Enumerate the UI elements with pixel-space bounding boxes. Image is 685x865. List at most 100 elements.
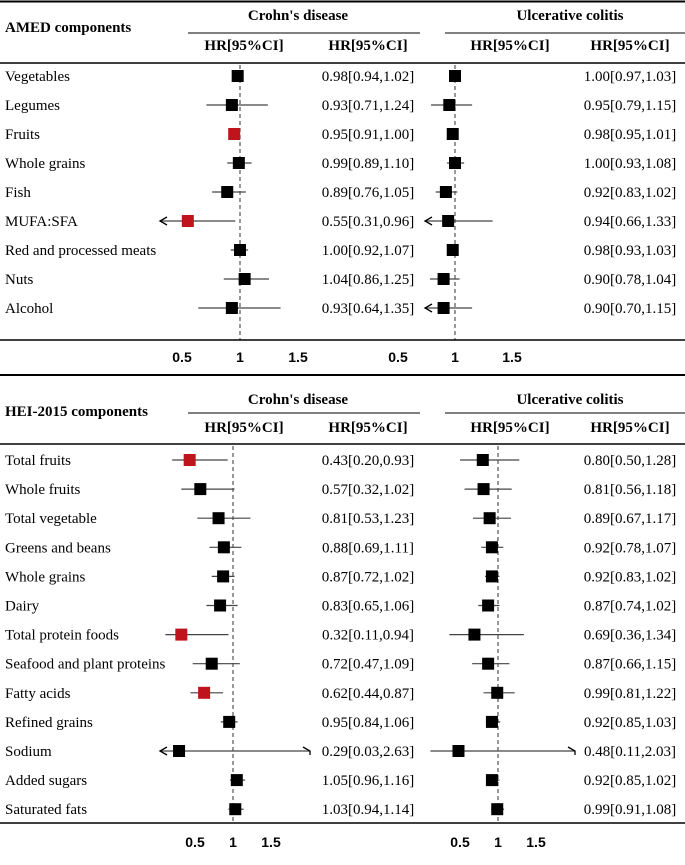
group-header-crohns: Crohn's disease xyxy=(248,392,349,408)
hr-ci-value: 0.98[0.95,1.01] xyxy=(584,127,677,143)
hr-ci-value: 0.62[0.44,0.87] xyxy=(322,686,415,702)
hr-point-marker xyxy=(442,215,455,227)
hr-ci-value: 0.93[0.64,1.35] xyxy=(322,301,415,317)
group-header-crohns: Crohn's disease xyxy=(248,8,349,24)
axis-tick-label-uc: 0.5 xyxy=(450,834,470,850)
hr-point-marker xyxy=(485,541,498,554)
hr-ci-value: 0.87[0.72,1.02] xyxy=(322,569,415,585)
group-header-uc: Ulcerative colitis xyxy=(516,392,623,408)
hr-ci-value: 0.92[0.85,1.03] xyxy=(584,715,677,731)
row-label: Total protein foods xyxy=(5,628,119,644)
row-label: Vegetables xyxy=(5,69,70,85)
hr-point-marker xyxy=(217,570,230,583)
hr-point-marker xyxy=(173,745,186,757)
hr-point-marker xyxy=(212,512,225,525)
row-label: Alcohol xyxy=(5,301,53,317)
row-label: MUFA:SFA xyxy=(5,214,78,230)
row-label: Whole fruits xyxy=(5,482,81,498)
hr-ci-value: 0.69[0.36,1.34] xyxy=(584,628,677,644)
hr-point-marker xyxy=(446,244,459,256)
hr-point-marker xyxy=(482,657,495,670)
hr-ci-value: 0.81[0.56,1.18] xyxy=(584,482,677,498)
hr-point-marker xyxy=(228,128,241,140)
hr-point-marker xyxy=(468,628,481,641)
hr-point-marker xyxy=(483,512,496,525)
hr-point-marker xyxy=(439,186,452,198)
row-label: Total fruits xyxy=(5,453,71,469)
hr-ci-value: 0.98[0.93,1.03] xyxy=(584,243,677,259)
row-label: Sodium xyxy=(5,744,52,760)
hr-ci-value: 0.95[0.91,1.00] xyxy=(322,127,415,143)
hr-point-marker xyxy=(181,215,194,227)
group-header-uc: Ulcerative colitis xyxy=(516,8,623,24)
hr-ci-value: 0.98[0.94,1.02] xyxy=(322,69,415,85)
axis-tick-label-crohns: 1.5 xyxy=(288,349,308,365)
hr-ci-value: 1.00[0.93,1.08] xyxy=(584,156,677,172)
hr-ci-value: 0.43[0.20,0.93] xyxy=(322,453,415,469)
hr-point-marker xyxy=(232,157,245,169)
hr-point-marker xyxy=(217,541,230,554)
axis-tick-label-crohns: 1 xyxy=(229,834,237,850)
hr-point-marker xyxy=(443,99,456,111)
panel-title: HEI-2015 components xyxy=(5,404,148,420)
hr-point-marker xyxy=(194,483,207,496)
axis-tick-label-uc: 0.5 xyxy=(388,349,408,365)
row-label: Fatty acids xyxy=(5,686,71,702)
hr-point-marker xyxy=(449,157,461,169)
hr-point-marker xyxy=(175,628,188,641)
hr-ci-value: 0.92[0.83,1.02] xyxy=(584,185,677,201)
row-label: Dairy xyxy=(5,599,40,615)
hr-point-marker xyxy=(476,454,489,466)
hr-point-marker xyxy=(452,745,465,757)
ci-arrow-left xyxy=(423,303,433,313)
hr-point-marker xyxy=(230,774,243,787)
hr-point-marker xyxy=(229,803,242,816)
axis-tick-label-crohns: 0.5 xyxy=(185,834,205,850)
ci-arrow-right xyxy=(567,746,576,755)
row-label: Refined grains xyxy=(5,715,93,731)
hr-point-marker xyxy=(205,657,218,670)
hr-point-marker xyxy=(225,302,238,314)
row-label: Nuts xyxy=(5,272,34,288)
col-header-hr-plot: HR[95%CI] xyxy=(470,38,549,54)
hr-point-marker xyxy=(446,128,459,140)
hr-ci-value: 1.00[0.92,1.07] xyxy=(322,243,415,259)
hr-ci-value: 0.83[0.65,1.06] xyxy=(322,599,415,615)
hr-point-marker xyxy=(485,715,498,728)
hr-ci-value: 0.72[0.47,1.09] xyxy=(322,657,415,673)
hr-ci-value: 0.93[0.71,1.24] xyxy=(322,98,415,114)
row-label: Whole grains xyxy=(5,569,86,585)
row-label: Total vegetable xyxy=(5,511,97,527)
hr-point-marker xyxy=(231,70,244,82)
hr-point-marker xyxy=(214,599,227,612)
hr-ci-value: 0.95[0.79,1.15] xyxy=(584,98,677,114)
hr-point-marker xyxy=(221,186,234,198)
ci-arrow-left xyxy=(423,216,433,226)
ci-arrow-left xyxy=(158,216,168,226)
row-label: Saturated fats xyxy=(5,802,87,818)
col-header-hr-value: HR[95%CI] xyxy=(590,420,669,436)
hr-ci-value: 0.29[0.03,2.63] xyxy=(322,744,415,760)
hr-ci-value: 1.00[0.97,1.03] xyxy=(584,69,677,85)
hr-ci-value: 0.92[0.85,1.02] xyxy=(584,773,677,789)
hr-point-marker xyxy=(437,302,450,314)
hr-ci-value: 0.92[0.78,1.07] xyxy=(584,540,677,556)
hr-point-marker xyxy=(482,599,495,612)
row-label: Red and processed meats xyxy=(5,243,156,259)
axis-tick-label-uc: 1 xyxy=(451,349,459,365)
axis-tick-label-crohns: 0.5 xyxy=(172,349,192,365)
hr-ci-value: 0.99[0.91,1.08] xyxy=(584,802,677,818)
hr-ci-value: 0.87[0.66,1.15] xyxy=(584,657,677,673)
hr-ci-value: 0.90[0.70,1.15] xyxy=(584,301,677,317)
row-label: Greens and beans xyxy=(5,540,111,556)
hr-point-marker xyxy=(234,244,246,256)
row-label: Fruits xyxy=(5,127,40,143)
col-header-hr-plot: HR[95%CI] xyxy=(204,420,283,436)
hr-point-marker xyxy=(485,570,498,583)
hr-ci-value: 1.03[0.94,1.14] xyxy=(322,802,415,818)
hr-ci-value: 1.05[0.96,1.16] xyxy=(322,773,415,789)
col-header-hr-value: HR[95%CI] xyxy=(590,38,669,54)
col-header-hr-value: HR[95%CI] xyxy=(328,38,407,54)
hr-point-marker xyxy=(491,803,504,816)
hr-point-marker xyxy=(477,483,490,496)
